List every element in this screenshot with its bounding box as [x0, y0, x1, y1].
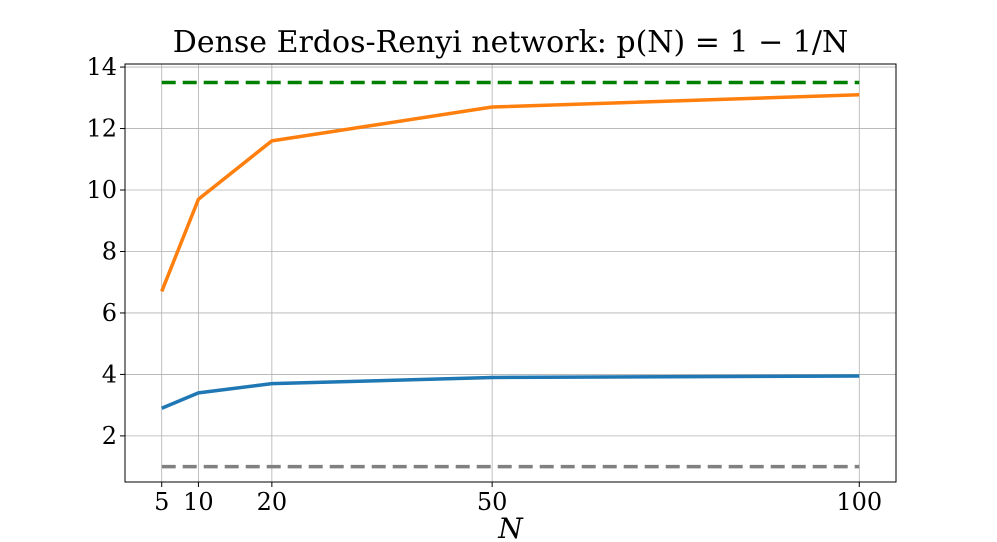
- y-tick-label: 12: [86, 115, 117, 143]
- ticks: 5 10 20 50 100 2 4 6 8 10 12 14: [86, 53, 882, 516]
- series-line-2: [161, 374, 860, 410]
- y-tick-label: 2: [102, 422, 117, 450]
- series-line-1: [160, 92, 860, 293]
- x-tick-label: 10: [183, 488, 214, 516]
- x-axis-label: N: [497, 512, 524, 542]
- y-tick-label: 6: [102, 299, 117, 327]
- y-tick-label: 8: [102, 237, 117, 265]
- plot-frame: [124, 63, 897, 483]
- x-tick-label: 100: [836, 488, 882, 516]
- chart-title: Dense Erdos-Renyi network: p(N) = 1 − 1/…: [173, 25, 848, 60]
- x-tick-label: 5: [154, 488, 169, 516]
- x-tick-label: 50: [477, 488, 508, 516]
- y-tick-label: 10: [86, 176, 117, 204]
- y-tick-label: 14: [86, 53, 117, 81]
- grid-lines: [125, 64, 896, 482]
- y-tick-label: 4: [102, 360, 117, 388]
- series-lines: [160, 80, 860, 469]
- x-tick-label: 20: [257, 488, 288, 516]
